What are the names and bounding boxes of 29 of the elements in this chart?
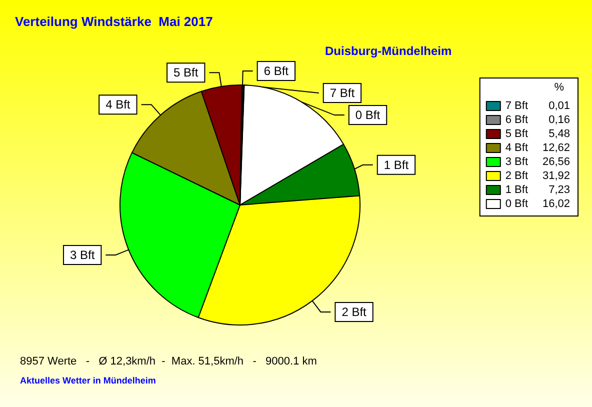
legend-label: 6 Bft xyxy=(505,114,528,126)
data-label: 0,01 xyxy=(548,100,570,112)
data-label: 31,92 xyxy=(542,170,570,182)
text: 8957 Werte - Ø 12,3km/h - Max. 51,5km/h - 9000.1 km xyxy=(20,356,317,368)
slice-label: 0 Bft xyxy=(355,108,381,122)
legend-title: % xyxy=(554,82,564,94)
slice-label: 7 Bft xyxy=(330,86,356,100)
legend-label: 5 Bft xyxy=(505,128,528,140)
slice-label: 6 Bft xyxy=(264,64,290,78)
slice-label: 1 Bft xyxy=(384,158,410,172)
data-label: 7,23 xyxy=(548,184,570,196)
data-label: 0,16 xyxy=(548,114,570,126)
data-label: 16,02 xyxy=(542,198,570,210)
chart-subtitle: Duisburg-Mündelheim xyxy=(325,44,452,58)
legend-label: 3 Bft xyxy=(505,156,528,168)
data-label: 12,62 xyxy=(542,142,570,154)
data-label: 26,56 xyxy=(542,156,570,168)
data-label: 5,48 xyxy=(548,128,570,140)
slice-label: 2 Bft xyxy=(342,304,368,319)
legend-label: 2 Bft xyxy=(505,170,528,182)
chart-title: Verteilung Windstärke Mai 2017 xyxy=(15,14,213,29)
legend-label: 7 Bft xyxy=(505,100,528,112)
slice-label: 3 Bft xyxy=(70,248,96,262)
text: Aktuelles Wetter in Mündelheim xyxy=(20,376,156,386)
legend-label: 0 Bft xyxy=(505,198,528,210)
slice-label: 5 Bft xyxy=(174,66,199,80)
legend-label: 1 Bft xyxy=(505,184,528,196)
slice-label: 4 Bft xyxy=(106,98,131,112)
legend-label: 4 Bft xyxy=(505,142,528,154)
